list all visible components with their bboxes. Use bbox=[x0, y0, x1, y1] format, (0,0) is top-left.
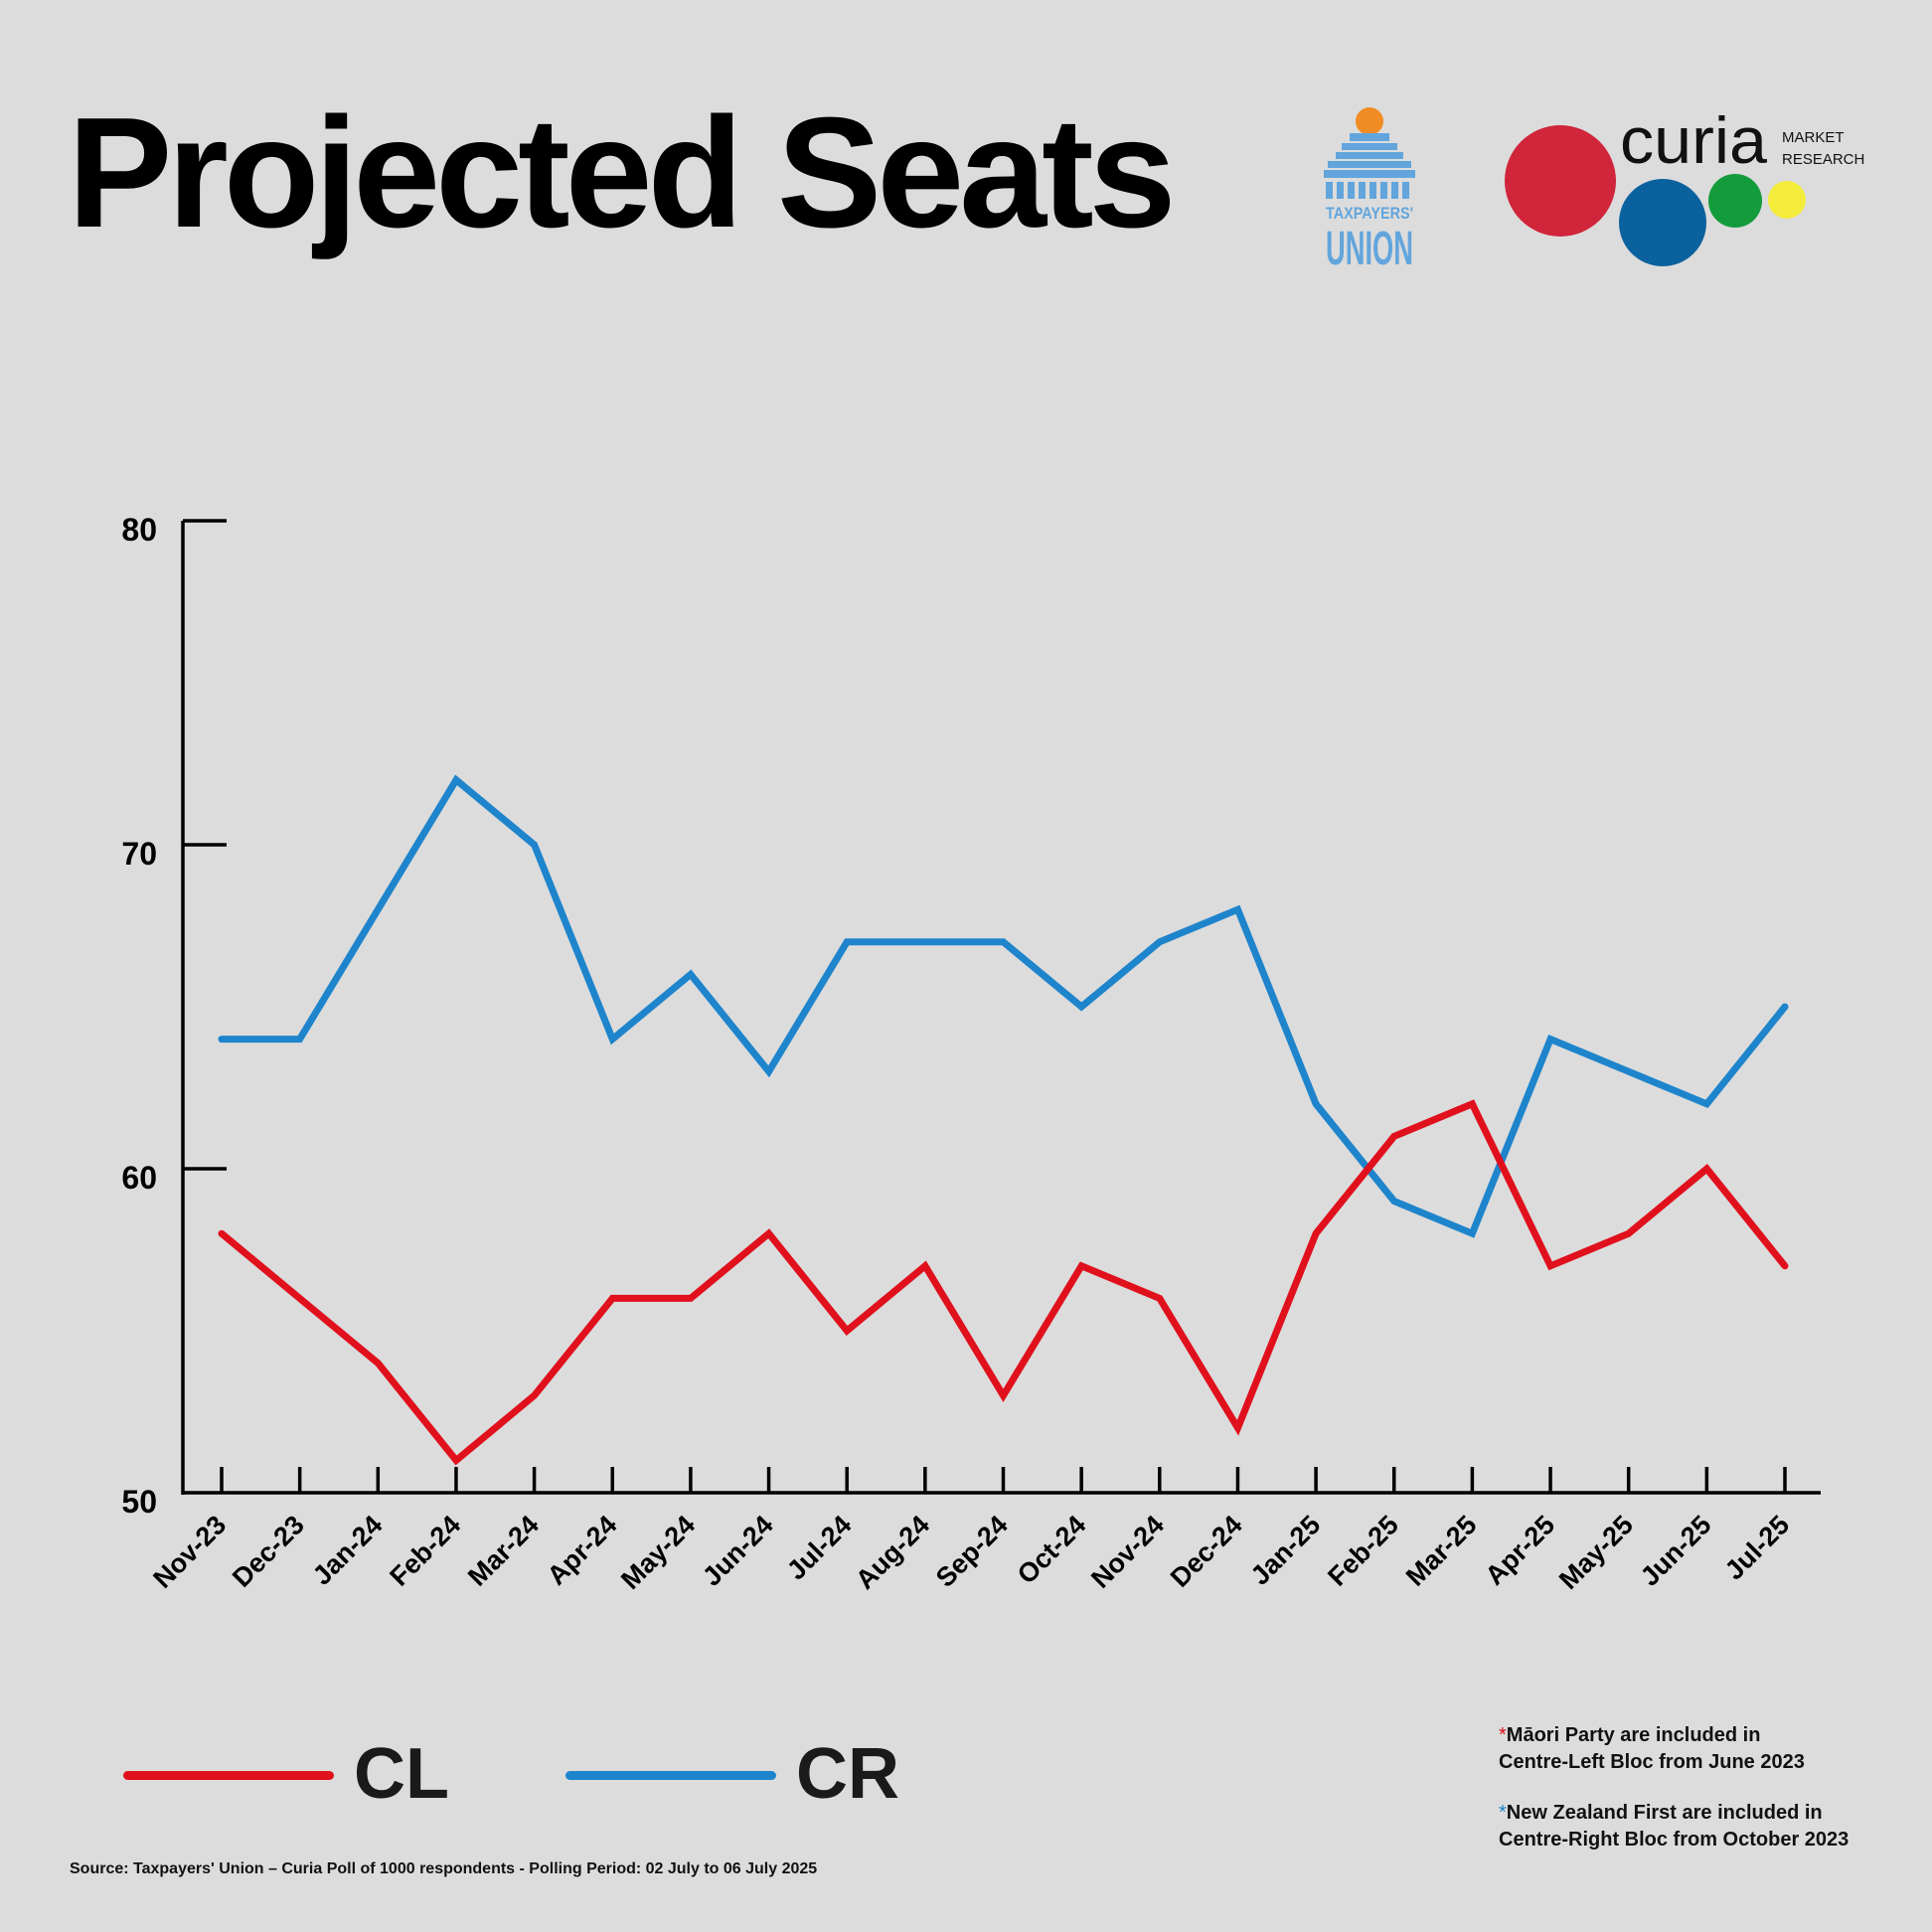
x-tick-label: Feb-25 bbox=[1322, 1510, 1404, 1592]
y-tick-label: 80 bbox=[121, 512, 157, 548]
legend-cl-swatch bbox=[123, 1771, 334, 1780]
x-tick-label: Jun-25 bbox=[1635, 1510, 1717, 1592]
note-asterisk: * bbox=[1499, 1802, 1507, 1824]
note-text: Centre-Right Bloc from October 2023 bbox=[1499, 1829, 1850, 1851]
x-tick-label: Jul-24 bbox=[781, 1510, 857, 1585]
x-tick-label: Mar-24 bbox=[462, 1510, 545, 1592]
note-text: Centre-Left Bloc from June 2023 bbox=[1499, 1751, 1805, 1773]
x-tick-label: Jan-24 bbox=[307, 1510, 389, 1591]
green-circle-icon bbox=[1708, 174, 1762, 228]
x-tick-label: Oct-24 bbox=[1012, 1510, 1092, 1590]
curia-logo: curia MARKET RESEARCH bbox=[1505, 107, 1864, 266]
x-tick-label: Nov-23 bbox=[147, 1510, 232, 1594]
note-text: New Zealand First are included in bbox=[1506, 1802, 1823, 1824]
x-tick-label: Dec-24 bbox=[1165, 1510, 1248, 1593]
research-text: RESEARCH bbox=[1782, 151, 1864, 168]
y-tick-label: 50 bbox=[121, 1484, 157, 1520]
y-tick-label: 60 bbox=[121, 1160, 157, 1196]
x-tick-label: Apr-24 bbox=[542, 1510, 623, 1591]
note-nz-first: *New Zealand First are included in Centr… bbox=[1499, 1800, 1849, 1853]
source-note: Source: Taxpayers' Union – Curia Poll of… bbox=[70, 1860, 818, 1877]
line-chart: 50607080Nov-23Dec-23Jan-24Feb-24Mar-24Ap… bbox=[121, 512, 1821, 1595]
union-text: UNION bbox=[1326, 223, 1413, 272]
x-tick-label: May-25 bbox=[1553, 1510, 1639, 1595]
curia-wordmark: curia bbox=[1620, 107, 1767, 177]
x-tick-label: Mar-25 bbox=[1400, 1510, 1483, 1592]
red-circle-icon bbox=[1505, 125, 1616, 237]
page-title: Projected Seats bbox=[68, 85, 1177, 260]
series-cr-line bbox=[218, 774, 1789, 1238]
x-tick-label: Apr-25 bbox=[1480, 1510, 1561, 1591]
legend-cr-label: CR bbox=[796, 1734, 899, 1814]
x-tick-label: Sep-24 bbox=[930, 1510, 1014, 1593]
x-tick-label: Dec-23 bbox=[227, 1510, 310, 1593]
note-text: Māori Party are included in bbox=[1506, 1724, 1761, 1746]
taxpayers-union-logo: TAXPAYERS' UNION bbox=[1324, 107, 1415, 272]
x-tick-label: Jun-24 bbox=[697, 1510, 779, 1592]
note-asterisk: * bbox=[1499, 1724, 1507, 1746]
series-cl-line bbox=[218, 1099, 1789, 1466]
yellow-circle-icon bbox=[1768, 181, 1806, 219]
dome-icon bbox=[1356, 107, 1383, 135]
legend-cl-label: CL bbox=[354, 1734, 449, 1814]
x-tick-label: Nov-24 bbox=[1085, 1510, 1170, 1594]
x-tick-label: Jan-25 bbox=[1245, 1510, 1327, 1591]
market-text: MARKET bbox=[1782, 129, 1845, 146]
x-tick-label: May-24 bbox=[615, 1510, 701, 1595]
x-tick-label: Feb-24 bbox=[384, 1510, 466, 1592]
y-tick-label: 70 bbox=[121, 836, 157, 872]
taxpayers-text: TAXPAYERS' bbox=[1326, 204, 1413, 223]
x-tick-label: Jul-25 bbox=[1719, 1510, 1795, 1585]
x-tick-label: Aug-24 bbox=[850, 1510, 935, 1595]
legend-cr-swatch bbox=[565, 1771, 776, 1780]
blue-circle-icon bbox=[1619, 179, 1706, 266]
note-maori-party: *Māori Party are included in Centre-Left… bbox=[1499, 1722, 1805, 1776]
